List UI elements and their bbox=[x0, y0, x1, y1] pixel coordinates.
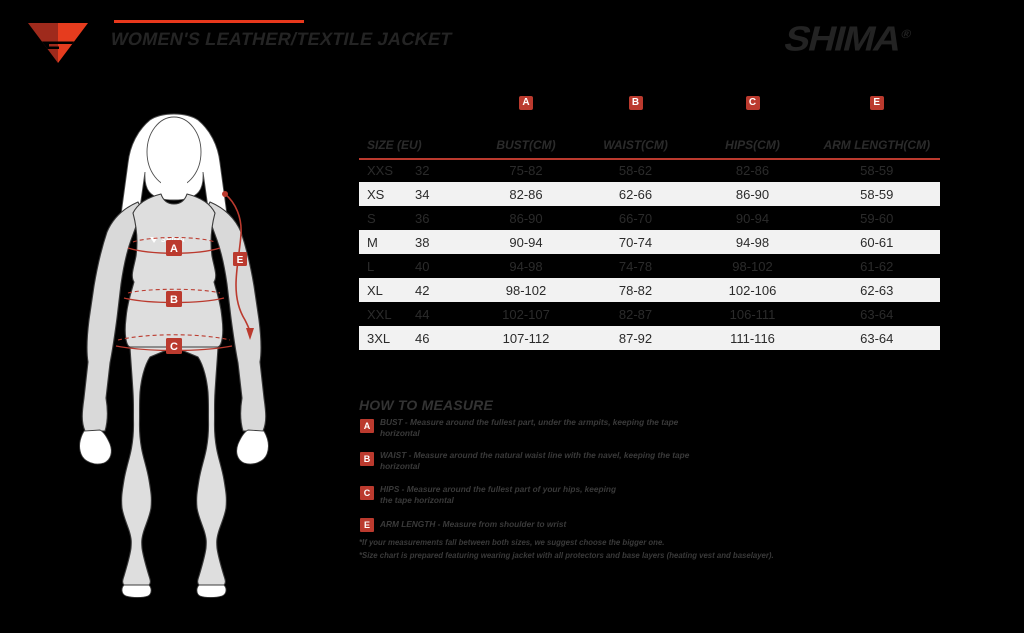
svg-text:E: E bbox=[237, 255, 244, 266]
svg-text:A: A bbox=[170, 243, 178, 255]
svg-text:C: C bbox=[170, 341, 178, 353]
svg-text:B: B bbox=[170, 294, 178, 306]
